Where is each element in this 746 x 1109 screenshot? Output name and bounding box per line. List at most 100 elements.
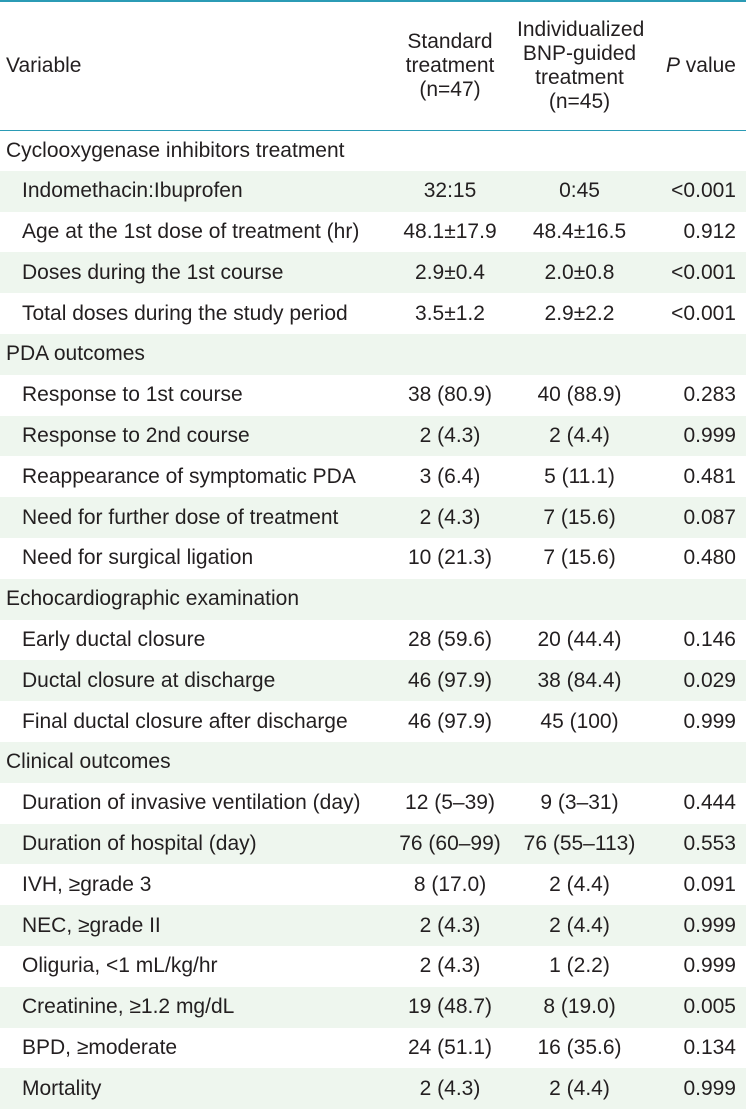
cell-p-value: 0.091 [683, 872, 736, 896]
cell-standard: 32:15 [383, 170, 517, 212]
table-row: Duration of hospital (day) 76 (60–99) 76 (… [0, 823, 746, 865]
section-row: Cyclooxygenase inhibitors treatment [0, 130, 746, 171]
column-header-p-value: P value [642, 2, 746, 131]
column-header-standard: Standard treatment (n=47) [383, 2, 517, 131]
cell-variable: Total doses during the study period [22, 301, 348, 325]
cell-bnp: 38 (84.4) [517, 660, 642, 702]
cell-variable: Need for surgical ligation [22, 546, 254, 570]
cell-standard: 48.1±17.9 [403, 219, 497, 243]
cell-p-value: <0.001 [642, 170, 746, 212]
cell-standard: 28 (59.6) [407, 627, 493, 651]
cell-variable: Early ductal closure [22, 627, 206, 651]
cell-p-value: 0.134 [683, 1035, 736, 1059]
cell-p-value: 0.999 [642, 905, 746, 946]
cell-bnp: 45 (100) [540, 709, 619, 733]
cell-standard: 76 (60–99) [383, 823, 517, 865]
cell-p-value: 0.999 [683, 709, 736, 733]
cell-p-value: 0.999 [642, 415, 746, 457]
column-header-bnp: Individualized BNP-guided treatment (n=4… [517, 2, 645, 131]
table-row: IVH, ≥grade 3 8 (17.0) 2 (4.4) 0.091 [0, 864, 746, 905]
cell-standard: 3.5±1.2 [415, 301, 485, 325]
table-row: Mortality 2 (4.3) 2 (4.4) 0.999 [0, 1068, 746, 1109]
cell-variable: BPD, ≥moderate [22, 1035, 178, 1059]
cell-p-value: 0.999 [683, 954, 736, 978]
table-row: Duration of invasive ventilation (day) 12… [0, 783, 746, 824]
cell-p-value: 0.999 [642, 1068, 746, 1109]
header-p-rest: value [679, 53, 736, 77]
section-title: Echocardiographic examination [0, 578, 746, 620]
cell-p-value: 0.480 [683, 546, 736, 570]
cell-bnp: 7 (15.6) [517, 497, 642, 538]
cell-p-value: <0.001 [671, 301, 736, 325]
cell-standard: 10 (21.3) [407, 546, 493, 570]
section-row: Echocardiographic examination [0, 578, 746, 620]
header-bnp-line2: BNP-guided [522, 41, 637, 65]
cell-standard: 2 (4.3) [419, 954, 481, 978]
table-row: Total doses during the study period 3.5±1… [0, 293, 746, 334]
cell-p-value: 0.029 [642, 660, 746, 702]
cell-bnp: 48.4±16.5 [532, 219, 627, 243]
header-standard-line3: (n=47) [419, 77, 481, 101]
table-row: Need for surgical ligation 10 (21.3) 7 (15… [0, 538, 746, 579]
section-title: Cyclooxygenase inhibitors treatment [6, 138, 345, 162]
table-row: Age at the 1st dose of treatment (hr) 48.… [0, 212, 746, 253]
cell-bnp: 9 (3–31) [540, 791, 619, 815]
cell-bnp: 2 (4.4) [517, 1068, 642, 1109]
section-title: PDA outcomes [0, 333, 746, 375]
table-row: BPD, ≥moderate 24 (51.1) 16 (35.6) 0.134 [0, 1028, 746, 1069]
table-row: Ductal closure at discharge 46 (97.9) 38 (… [0, 660, 746, 702]
cell-bnp: 76 (55–113) [517, 823, 642, 865]
cell-p-value: 0.283 [683, 383, 736, 407]
cell-bnp: 16 (35.6) [537, 1035, 622, 1059]
header-bnp-line4: (n=45) [548, 89, 611, 113]
cell-bnp: 2 (4.4) [549, 872, 610, 896]
header-standard-line2: treatment [405, 53, 495, 77]
cell-variable: Duration of hospital (day) [0, 823, 383, 865]
cell-variable: IVH, ≥grade 3 [22, 872, 152, 896]
cell-variable: Ductal closure at discharge [0, 660, 383, 702]
cell-variable: Creatinine, ≥1.2 mg/dL [0, 986, 383, 1028]
cell-standard: 24 (51.1) [407, 1035, 493, 1059]
cell-variable: Doses during the 1st course [0, 252, 383, 294]
cell-standard: 2 (4.3) [383, 497, 517, 538]
cell-standard: 12 (5–39) [405, 791, 495, 815]
cell-p-value: 0.553 [642, 823, 746, 865]
header-bnp-line1: Individualized [517, 17, 645, 41]
header-p-italic: P [665, 53, 680, 77]
cell-p-value: <0.001 [642, 252, 746, 294]
cell-variable: Response to 2nd course [0, 415, 383, 457]
cell-standard: 38 (80.9) [407, 383, 493, 407]
table-body: Cyclooxygenase inhibitors treatment Indom… [0, 130, 746, 1109]
cell-bnp: 0:45 [517, 170, 642, 212]
cell-p-value: 0.444 [683, 791, 736, 815]
cell-bnp: 20 (44.4) [537, 627, 622, 651]
cell-bnp: 8 (19.0) [517, 986, 642, 1028]
cell-bnp: 2.9±2.2 [544, 301, 615, 325]
table-row: Creatinine, ≥1.2 mg/dL 19 (48.7) 8 (19.0) 0… [0, 986, 746, 1028]
table-row: Need for further dose of treatment 2 (4.3… [0, 497, 746, 538]
section-title: Clinical outcomes [0, 741, 746, 783]
cell-bnp: 5 (11.1) [544, 464, 615, 488]
table-row: Early ductal closure 28 (59.6) 20 (44.4) 0.… [0, 620, 746, 661]
cell-standard: 2.9±0.4 [383, 252, 517, 294]
cell-bnp: 1 (2.2) [549, 954, 610, 978]
cell-standard: 8 (17.0) [413, 872, 487, 896]
table-row: Indomethacin:Ibuprofen 32:15 0:45 <0.001 [0, 170, 746, 212]
cell-variable: Oliguria, <1 mL/kg/hr [22, 954, 218, 978]
cell-variable: Final ductal closure after discharge [22, 709, 348, 733]
cell-standard: 3 (6.4) [419, 464, 481, 488]
header-standard-line1: Standard [407, 29, 493, 53]
table-row: Final ductal closure after discharge 46 (… [0, 701, 746, 742]
cell-variable: Indomethacin:Ibuprofen [0, 170, 383, 212]
cell-p-value: 0.087 [642, 497, 746, 538]
cell-p-value: 0.481 [683, 464, 736, 488]
cell-standard: 2 (4.3) [383, 415, 517, 457]
header-row: Variable Standard treatment (n=47) Indiv… [0, 2, 746, 131]
cell-bnp: 2 (4.4) [517, 415, 642, 457]
cell-variable: Duration of invasive ventilation (day) [22, 791, 361, 815]
cell-bnp: 40 (88.9) [537, 383, 622, 407]
cell-variable: Age at the 1st dose of treatment (hr) [22, 219, 360, 243]
cell-standard: 19 (48.7) [383, 986, 517, 1028]
cell-p-value: 0.912 [683, 219, 736, 243]
